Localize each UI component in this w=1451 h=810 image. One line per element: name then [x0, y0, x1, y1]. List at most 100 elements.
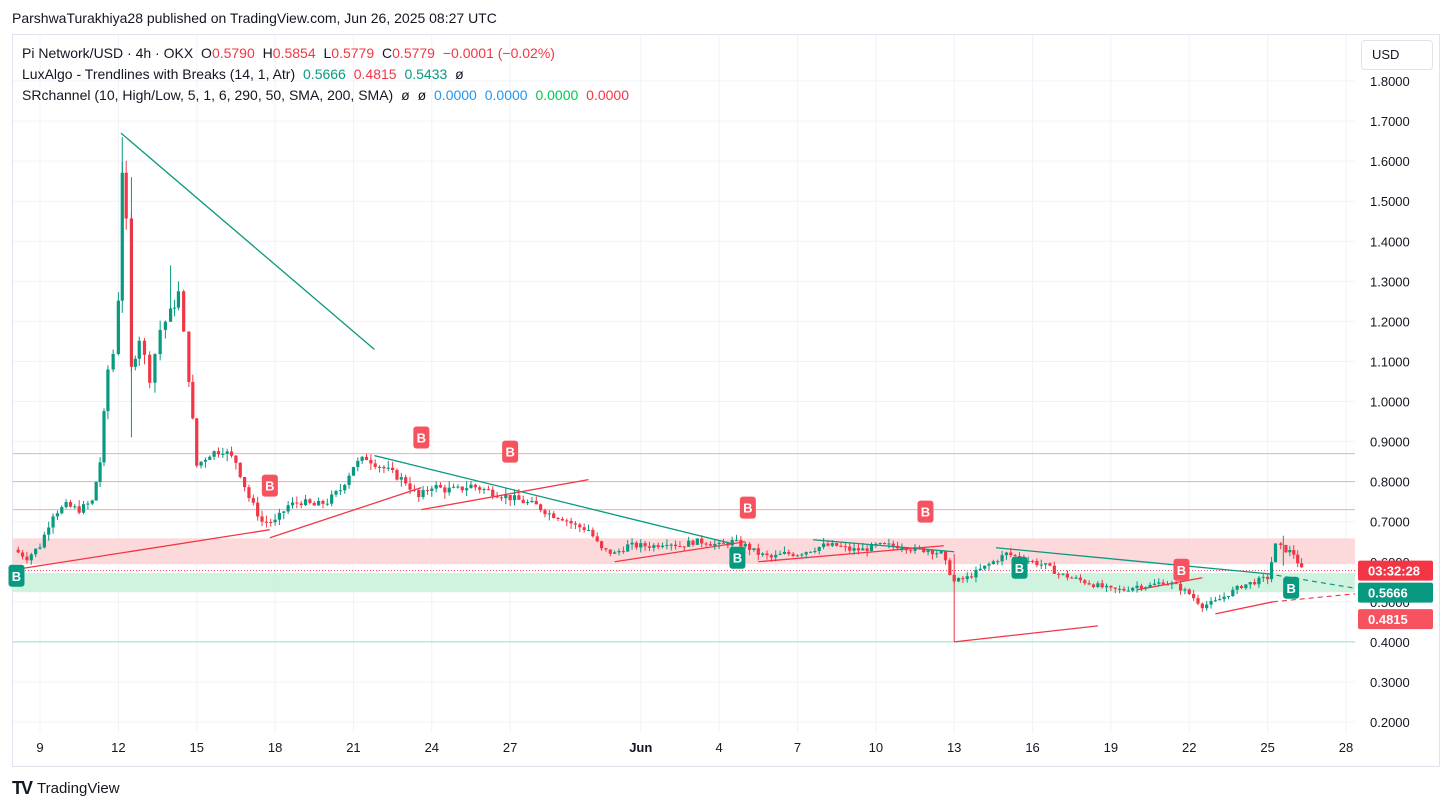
- candle-body: [774, 554, 778, 558]
- candle-body: [608, 549, 612, 554]
- break-marker-bg: [729, 546, 746, 569]
- x-tick-label: 27: [503, 740, 517, 755]
- candle-body: [647, 546, 652, 548]
- candle-body: [1061, 573, 1065, 575]
- candle-body: [473, 484, 477, 488]
- break-marker: B: [261, 474, 278, 497]
- candle-body: [133, 358, 137, 367]
- candle-body: [1257, 577, 1261, 585]
- candle-body: [756, 548, 760, 555]
- candle-body: [1218, 599, 1222, 601]
- break-marker-label: B: [12, 569, 21, 584]
- candle-body: [395, 469, 399, 480]
- candle-body: [1026, 560, 1030, 562]
- candle-body: [153, 354, 157, 383]
- candle-body: [98, 462, 102, 483]
- candle-body: [717, 542, 721, 544]
- candle-body: [565, 520, 569, 522]
- candle-body: [1135, 585, 1139, 588]
- price-labels: 03:32:28 0.5666 0.4815: [1358, 560, 1433, 630]
- legend-open: 0.5790: [211, 45, 255, 61]
- candle-body: [734, 540, 739, 542]
- candle-body: [935, 553, 939, 555]
- candle-body: [604, 548, 608, 550]
- x-tick-label: 28: [1339, 740, 1353, 755]
- sr-value-4: 0.0000: [484, 87, 528, 103]
- footer-brand: TradingView: [37, 780, 120, 797]
- trendline-up: [954, 625, 1098, 643]
- candle-body: [687, 540, 691, 547]
- y-tick-label: 0.3000: [1370, 675, 1410, 690]
- legend-high: 0.5854: [272, 45, 316, 61]
- candle-body: [499, 497, 504, 499]
- candle-body: [560, 518, 564, 521]
- candle-body: [778, 553, 782, 555]
- x-tick-label: 16: [1025, 740, 1039, 755]
- candle-body: [81, 504, 86, 513]
- candle-body: [1009, 552, 1013, 556]
- candle-body: [970, 576, 974, 578]
- y-tick-label: 1.5000: [1370, 194, 1410, 209]
- candle-body: [90, 500, 94, 504]
- candle-body: [282, 511, 286, 513]
- candle-body: [639, 543, 643, 548]
- candle-body: [582, 527, 586, 531]
- candle-body: [364, 456, 369, 460]
- candle-body: [203, 459, 208, 462]
- x-tick-label: 7: [794, 740, 801, 755]
- candle-body: [158, 329, 162, 355]
- candle-body: [543, 510, 547, 515]
- candle-body: [900, 548, 904, 550]
- candle-body: [926, 550, 930, 553]
- candle-body: [391, 467, 395, 470]
- candle-body: [708, 544, 713, 546]
- footer: TV TradingView: [12, 778, 120, 799]
- candle-body: [1030, 560, 1035, 562]
- candle-body: [1165, 584, 1170, 586]
- candle-body: [983, 565, 987, 569]
- candle-body: [613, 552, 617, 554]
- y-tick-label: 1.3000: [1370, 274, 1410, 289]
- x-tick-label: 19: [1104, 740, 1118, 755]
- candle-body: [943, 551, 948, 561]
- candle-body: [534, 500, 538, 505]
- candle-body: [521, 499, 525, 504]
- candle-body: [1139, 585, 1143, 589]
- break-marker-bg: [413, 426, 430, 449]
- candle-body: [334, 491, 338, 495]
- candle-body: [77, 506, 81, 513]
- candle-body: [325, 503, 329, 505]
- candle-body: [839, 545, 843, 547]
- currency-selector[interactable]: USD: [1361, 40, 1433, 70]
- candle-body: [852, 548, 856, 551]
- candle-body: [1052, 565, 1056, 574]
- candle-body: [34, 548, 38, 555]
- candle-body: [176, 291, 181, 308]
- candle-body: [617, 551, 621, 553]
- candle-body: [286, 505, 290, 512]
- candle-body: [373, 463, 377, 467]
- trendline-up: [421, 478, 589, 511]
- candle-body: [1122, 588, 1126, 591]
- trendline-projection: [1272, 593, 1356, 603]
- y-tick-label: 0.9000: [1370, 435, 1410, 450]
- candle-body: [1170, 583, 1174, 585]
- candle-body: [195, 418, 199, 466]
- candle-body: [691, 540, 695, 545]
- luxalgo-value-4: ø: [455, 66, 464, 82]
- candle-body: [1157, 582, 1161, 584]
- candle-body: [116, 300, 120, 354]
- candle-body: [438, 485, 443, 488]
- grid-layer: [13, 35, 1355, 733]
- candle-body: [861, 548, 865, 551]
- candle-body: [1100, 583, 1104, 588]
- break-marker: B: [1173, 558, 1190, 581]
- candle-body: [956, 578, 961, 582]
- candle-body: [312, 503, 316, 506]
- candle-body: [656, 545, 660, 548]
- candle-body: [530, 500, 534, 503]
- break-markers: B B B B B B B B B B: [8, 426, 1300, 599]
- candle-body: [73, 506, 77, 508]
- candle-body: [547, 513, 551, 515]
